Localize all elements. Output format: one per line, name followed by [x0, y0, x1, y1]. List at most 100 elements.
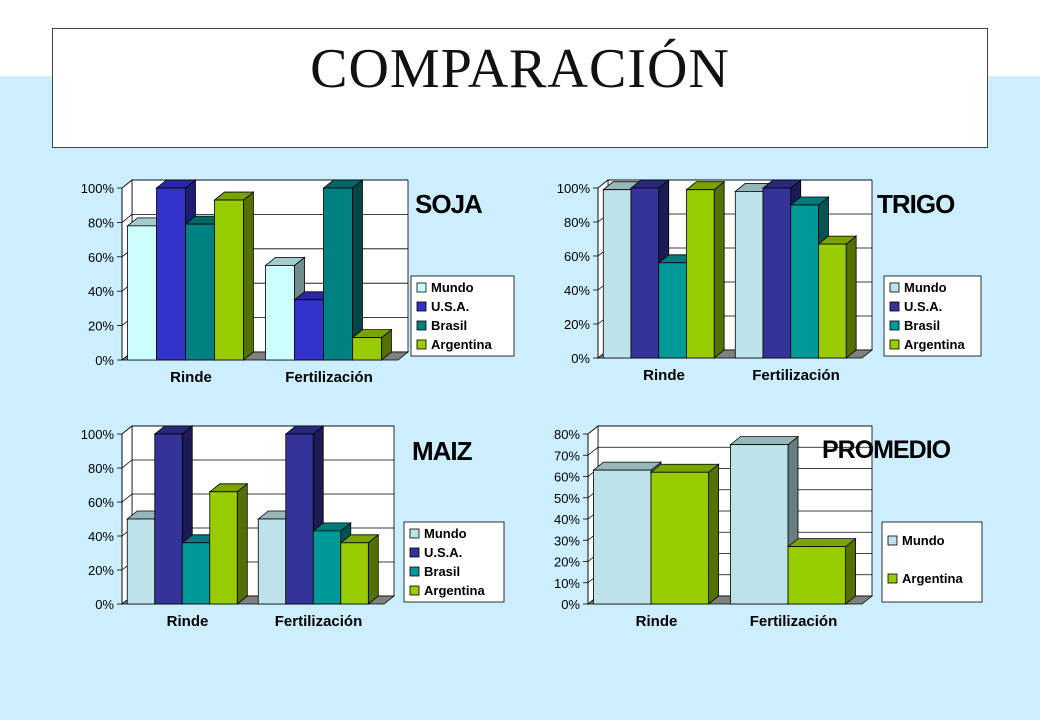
- gridline: [121, 213, 408, 223]
- bar-argentina-fertilizacion: [817, 235, 858, 359]
- y-tick-label: 80%: [564, 215, 590, 230]
- bar-argentina-rinde: [649, 463, 720, 605]
- bar-front: [630, 187, 660, 359]
- bar-front: [730, 444, 789, 605]
- bar-side: [845, 537, 856, 605]
- y-tick-label: 40%: [88, 529, 114, 544]
- y-tick-label: 80%: [554, 427, 580, 442]
- legend-swatch: [416, 320, 427, 331]
- legend-label: Brasil: [424, 564, 460, 579]
- y-tick-label: 100%: [557, 181, 591, 196]
- bar-front: [294, 299, 324, 361]
- bar-front: [762, 187, 792, 359]
- bar-side: [708, 463, 719, 605]
- y-tick-label: 100%: [81, 181, 115, 196]
- category-label: Rinde: [643, 367, 685, 384]
- legend-label: Argentina: [431, 337, 492, 352]
- category-label: Fertilización: [285, 369, 373, 386]
- bar-front: [154, 433, 183, 605]
- legend-swatch: [409, 547, 420, 558]
- gridline: [587, 425, 872, 435]
- category-label: Rinde: [167, 613, 209, 630]
- y-tick-label: 100%: [81, 427, 115, 442]
- y-tick-label: 40%: [554, 512, 580, 527]
- legend-box: [403, 521, 505, 603]
- legend-swatch: [416, 282, 427, 293]
- bar-side: [367, 533, 379, 605]
- y-tick-label: 50%: [554, 491, 580, 506]
- legend-label: Mundo: [904, 280, 947, 295]
- bar-argentina-rinde: [685, 180, 726, 359]
- bar-argentina-fertilizacion: [351, 328, 393, 361]
- bar-front: [658, 262, 687, 359]
- category-label: Fertilización: [275, 613, 363, 630]
- legend-label: U.S.A.: [424, 545, 462, 560]
- bar-argentina-fertilizacion: [786, 537, 857, 605]
- bar-side: [845, 235, 857, 359]
- bar-front: [209, 491, 238, 605]
- legend-label: Brasil: [431, 318, 467, 333]
- y-tick-label: 20%: [88, 319, 114, 334]
- bar-top: [786, 538, 857, 548]
- y-tick-label: 0%: [561, 597, 580, 612]
- y-tick-label: 40%: [564, 283, 590, 298]
- gridline: [121, 179, 408, 189]
- legend-swatch: [416, 339, 427, 350]
- legend-label: Argentina: [902, 571, 963, 586]
- legend-swatch: [889, 339, 900, 350]
- legend-box: [883, 275, 982, 357]
- bar-front: [214, 199, 244, 361]
- legend-label: U.S.A.: [431, 299, 469, 314]
- title-box: COMPARACIÓN: [52, 28, 988, 148]
- bar-front: [686, 189, 715, 359]
- chart-title: PROMEDIO: [822, 436, 951, 464]
- legend-swatch: [409, 566, 420, 577]
- bar-front: [650, 471, 709, 605]
- bar-front: [352, 337, 382, 361]
- y-tick-label: 80%: [88, 461, 114, 476]
- bar-front: [602, 189, 632, 359]
- legend-label: Argentina: [904, 337, 965, 352]
- bar-front: [126, 518, 156, 605]
- page-title: COMPARACIÓN: [310, 38, 730, 100]
- chart-maiz: 0% 20% 40% 60% 80% 100% Rinde Fertilización MAIZ…: [81, 425, 505, 630]
- y-tick-label: 20%: [88, 563, 114, 578]
- bar-argentina-fertilizacion: [339, 533, 380, 605]
- legend-swatch: [887, 535, 898, 546]
- legend-swatch: [409, 585, 420, 596]
- bar-side: [243, 191, 254, 361]
- bar-front: [185, 223, 215, 361]
- bar-front: [156, 187, 186, 361]
- bar-front: [257, 518, 287, 605]
- legend-label: U.S.A.: [904, 299, 942, 314]
- bar-front: [787, 546, 846, 605]
- y-tick-label: 80%: [88, 215, 114, 230]
- y-tick-label: 40%: [88, 284, 114, 299]
- y-tick-label: 30%: [554, 533, 580, 548]
- y-tick-label: 60%: [554, 470, 580, 485]
- bar-top: [592, 461, 663, 471]
- bar-front: [181, 542, 211, 605]
- legend-swatch: [889, 282, 900, 293]
- legend-swatch: [409, 528, 420, 539]
- y-tick-label: 60%: [88, 495, 114, 510]
- y-tick-label: 60%: [88, 250, 114, 265]
- bar-front: [340, 542, 369, 605]
- legend-label: Mundo: [902, 533, 945, 548]
- bar-front: [127, 225, 157, 361]
- y-tick-label: 60%: [564, 249, 590, 264]
- bar-brasil-fertilizacion: [322, 179, 364, 361]
- bar-argentina-rinde: [213, 191, 255, 361]
- y-tick-label: 0%: [95, 353, 114, 368]
- category-label: Rinde: [170, 369, 212, 386]
- bar-front: [323, 187, 353, 361]
- y-tick-label: 10%: [554, 576, 580, 591]
- bar-side: [236, 482, 248, 605]
- chart-title: SOJA: [415, 189, 483, 219]
- legend-label: Mundo: [424, 526, 467, 541]
- category-label: Fertilización: [752, 367, 840, 384]
- chart-trigo: 0% 20% 40% 60% 80% 100% Rinde Fertilización TRIG…: [557, 179, 982, 384]
- y-tick-label: 20%: [554, 555, 580, 570]
- legend-label: Argentina: [424, 583, 485, 598]
